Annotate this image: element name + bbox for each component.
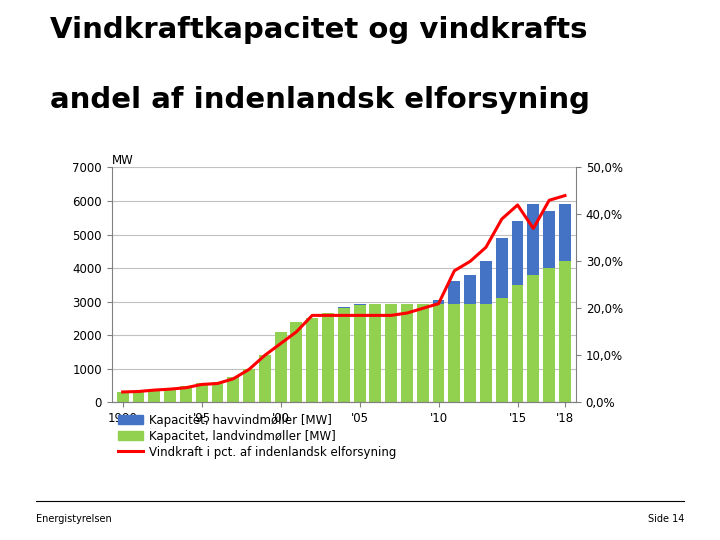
- Bar: [132, 391, 145, 402]
- Bar: [528, 204, 539, 275]
- Bar: [433, 300, 444, 305]
- Bar: [385, 303, 397, 305]
- Bar: [464, 275, 476, 305]
- Text: MW: MW: [112, 154, 133, 167]
- Bar: [512, 285, 523, 402]
- Bar: [243, 369, 255, 402]
- Bar: [117, 392, 129, 402]
- Bar: [401, 303, 413, 305]
- Legend: Kapacitet, havvindmøller [MW], Kapacitet, landvindmøller [MW], Vindkraft i pct. : Kapacitet, havvindmøller [MW], Kapacitet…: [117, 414, 397, 458]
- Text: Side 14: Side 14: [647, 514, 684, 524]
- Bar: [480, 261, 492, 305]
- Bar: [464, 305, 476, 402]
- Text: Vindkraftkapacitet og vindkrafts: Vindkraftkapacitet og vindkrafts: [50, 16, 588, 44]
- Bar: [369, 303, 382, 305]
- Bar: [275, 332, 287, 402]
- Bar: [401, 305, 413, 402]
- Bar: [417, 303, 428, 305]
- Bar: [148, 389, 160, 402]
- Bar: [228, 377, 239, 402]
- Bar: [180, 386, 192, 402]
- Bar: [543, 211, 555, 268]
- Bar: [385, 305, 397, 402]
- Bar: [449, 305, 460, 402]
- Bar: [433, 305, 444, 402]
- Bar: [212, 382, 223, 402]
- Text: andel af indenlandsk elforsyning: andel af indenlandsk elforsyning: [50, 86, 590, 114]
- Bar: [306, 319, 318, 402]
- Bar: [417, 305, 428, 402]
- Bar: [338, 307, 350, 308]
- Bar: [480, 305, 492, 402]
- Bar: [338, 308, 350, 402]
- Bar: [322, 313, 334, 402]
- Bar: [196, 382, 207, 402]
- Text: Energistyrelsen: Energistyrelsen: [36, 514, 112, 524]
- Bar: [290, 322, 302, 402]
- Bar: [512, 221, 523, 285]
- Bar: [449, 281, 460, 305]
- Bar: [369, 305, 382, 402]
- Bar: [496, 298, 508, 402]
- Bar: [496, 238, 508, 298]
- Bar: [559, 261, 571, 402]
- Bar: [528, 275, 539, 402]
- Bar: [164, 388, 176, 402]
- Bar: [354, 305, 366, 402]
- Bar: [259, 355, 271, 402]
- Bar: [543, 268, 555, 402]
- Bar: [559, 204, 571, 261]
